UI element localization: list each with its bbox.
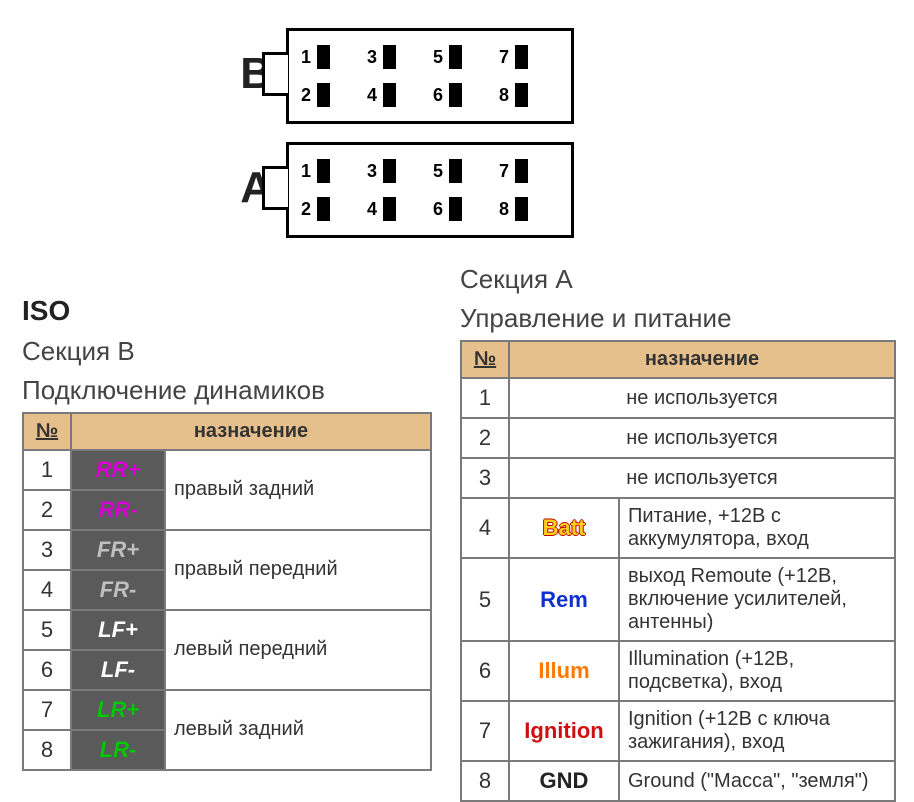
pin-b-1: 1	[301, 39, 361, 75]
row-code: Batt	[509, 498, 619, 558]
row-num: 1	[23, 450, 71, 490]
pin-b-2: 2	[301, 77, 361, 113]
section-b-title: Секция B	[22, 334, 432, 369]
table-row: 3не используется	[461, 458, 895, 498]
section-a-subtitle: Управление и питание	[460, 301, 896, 336]
table-row: 3FR+правый передний	[23, 530, 431, 570]
row-desc: левый передний	[165, 610, 431, 690]
pin-a-5: 5	[433, 153, 493, 189]
pin-a-6: 6	[433, 191, 493, 227]
section-b-subtitle: Подключение динамиков	[22, 373, 432, 408]
section-a-table: № назначение 1не используется2не использ…	[460, 340, 896, 802]
row-code: Illum	[509, 641, 619, 701]
row-desc: Ground ("Масса", "земля")	[619, 761, 895, 801]
row-code: RR+	[71, 450, 165, 490]
row-desc: не используется	[509, 458, 895, 498]
connector-b: B 1 3 5 7 2 4 6 8	[200, 28, 720, 120]
row-num: 2	[23, 490, 71, 530]
row-num: 6	[23, 650, 71, 690]
table-row: 8GNDGround ("Масса", "земля")	[461, 761, 895, 801]
row-desc: Питание, +12В с аккумулятора, вход	[619, 498, 895, 558]
row-num: 5	[461, 558, 509, 641]
row-desc: левый задний	[165, 690, 431, 770]
col-header-num-a: №	[461, 341, 509, 378]
row-code: Rem	[509, 558, 619, 641]
row-num: 8	[23, 730, 71, 770]
col-header-desc: назначение	[71, 413, 431, 450]
row-num: 7	[461, 701, 509, 761]
row-desc: правый задний	[165, 450, 431, 530]
iso-label: ISO	[22, 292, 432, 330]
col-header-num: №	[23, 413, 71, 450]
table-row: 5LF+левый передний	[23, 610, 431, 650]
section-b-table: № назначение 1RR+правый задний2RR-3FR+пр…	[22, 412, 432, 771]
table-row: 1RR+правый задний	[23, 450, 431, 490]
connector-diagram: B 1 3 5 7 2 4 6 8 A 1	[200, 28, 720, 256]
connector-b-tab	[262, 52, 288, 96]
table-row: 4BattПитание, +12В с аккумулятора, вход	[461, 498, 895, 558]
row-num: 5	[23, 610, 71, 650]
section-a-title: Секция A	[460, 262, 896, 297]
connector-a: A 1 3 5 7 2 4 6 8	[200, 142, 720, 234]
table-row: 1не используется	[461, 378, 895, 418]
connector-b-body: 1 3 5 7 2 4 6 8	[286, 28, 574, 120]
table-row: 2не используется	[461, 418, 895, 458]
row-num: 3	[23, 530, 71, 570]
pin-b-7: 7	[499, 39, 559, 75]
connector-a-pins: 1 3 5 7 2 4 6 8	[301, 153, 559, 227]
pin-b-4: 4	[367, 77, 427, 113]
row-code: RR-	[71, 490, 165, 530]
row-num: 7	[23, 690, 71, 730]
row-desc: правый передний	[165, 530, 431, 610]
row-desc: Ignition (+12В с ключа зажигания), вход	[619, 701, 895, 761]
row-code: FR-	[71, 570, 165, 610]
row-code: LF-	[71, 650, 165, 690]
row-desc: выход Remoute (+12В, включение усилителе…	[619, 558, 895, 641]
row-code: GND	[509, 761, 619, 801]
col-header-desc-a: назначение	[509, 341, 895, 378]
row-desc: не используется	[509, 378, 895, 418]
row-code: FR+	[71, 530, 165, 570]
pin-a-3: 3	[367, 153, 427, 189]
row-code: LR+	[71, 690, 165, 730]
row-desc: Illumination (+12В, подсветка), вход	[619, 641, 895, 701]
pin-a-1: 1	[301, 153, 361, 189]
row-num: 6	[461, 641, 509, 701]
pin-b-3: 3	[367, 39, 427, 75]
connector-a-box: 1 3 5 7 2 4 6 8	[286, 142, 574, 238]
row-num: 8	[461, 761, 509, 801]
pin-b-6: 6	[433, 77, 493, 113]
table-row: 7LR+левый задний	[23, 690, 431, 730]
row-num: 3	[461, 458, 509, 498]
row-num: 4	[461, 498, 509, 558]
row-code: LR-	[71, 730, 165, 770]
pin-a-8: 8	[499, 191, 559, 227]
row-num: 1	[461, 378, 509, 418]
connector-b-pins: 1 3 5 7 2 4 6 8	[301, 39, 559, 113]
pin-a-4: 4	[367, 191, 427, 227]
connector-a-body: 1 3 5 7 2 4 6 8	[286, 142, 574, 234]
row-num: 4	[23, 570, 71, 610]
row-num: 2	[461, 418, 509, 458]
pin-b-8: 8	[499, 77, 559, 113]
pin-a-2: 2	[301, 191, 361, 227]
row-desc: не используется	[509, 418, 895, 458]
table-row: 7IgnitionIgnition (+12В с ключа зажигани…	[461, 701, 895, 761]
table-row: 6IllumIllumination (+12В, подсветка), вх…	[461, 641, 895, 701]
row-code: Ignition	[509, 701, 619, 761]
row-code: LF+	[71, 610, 165, 650]
section-b: ISO Секция B Подключение динамиков № наз…	[22, 292, 432, 771]
table-row: 5Remвыход Remoute (+12В, включение усили…	[461, 558, 895, 641]
connector-a-tab	[262, 166, 288, 210]
pin-b-5: 5	[433, 39, 493, 75]
connector-b-box: 1 3 5 7 2 4 6 8	[286, 28, 574, 124]
section-a: Секция A Управление и питание № назначен…	[460, 262, 896, 802]
pin-a-7: 7	[499, 153, 559, 189]
